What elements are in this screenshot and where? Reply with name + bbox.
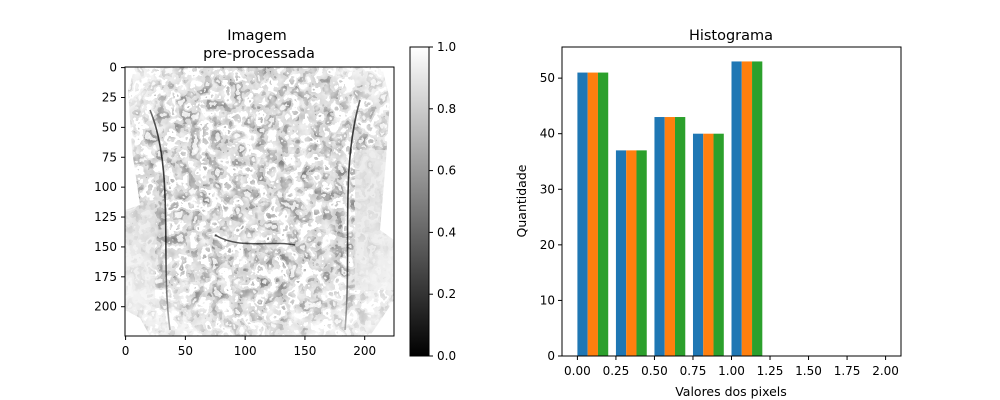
histogram-ytick-label: 30 bbox=[540, 182, 555, 196]
image-title-line1: Imagem bbox=[227, 28, 287, 44]
image-xtick-label: 0 bbox=[122, 344, 130, 358]
colorbar-ticks: 0.0 0.2 0.4 0.6 0.8 1.0 bbox=[429, 40, 456, 363]
histogram-bar bbox=[664, 117, 675, 356]
histogram-xtick-label: 0.75 bbox=[680, 364, 707, 378]
histogram-xtick-label: 1.00 bbox=[718, 364, 745, 378]
image-ytick-label: 125 bbox=[94, 210, 117, 224]
histogram-ytick-label: 50 bbox=[540, 71, 555, 85]
histogram-bar bbox=[587, 72, 598, 356]
image-ytick-label: 200 bbox=[94, 300, 117, 314]
histogram-xtick-label: 0.50 bbox=[641, 364, 668, 378]
colorbar-tick-label: 0.6 bbox=[437, 164, 456, 178]
image-ytick-label: 175 bbox=[94, 270, 117, 284]
image-ytick-label: 50 bbox=[102, 120, 117, 134]
image-ytick-label: 25 bbox=[102, 90, 117, 104]
histogram-axes: 0.00 0.25 0.50 0.75 1.00 1.25 1.50 1.75 2.00 0 10 2… bbox=[540, 71, 899, 378]
histogram-xtick-label: 1.25 bbox=[757, 364, 784, 378]
image-panel: Imagem pre-processada 0 50 100 150 200 0 25 50 7… bbox=[94, 28, 456, 363]
histogram-xtick-label: 1.50 bbox=[795, 364, 822, 378]
image-title-line2: pre-processada bbox=[203, 46, 315, 62]
image-xtick-label: 100 bbox=[234, 344, 257, 358]
histogram-bars bbox=[577, 61, 763, 356]
histogram-bar bbox=[731, 61, 742, 356]
histogram-ytick-label: 0 bbox=[547, 349, 555, 363]
histogram-bar bbox=[692, 133, 704, 356]
colorbar-tick-label: 0.4 bbox=[437, 225, 456, 239]
image-ytick-label: 150 bbox=[94, 240, 117, 254]
histogram-bar bbox=[752, 61, 763, 356]
histogram-xlabel: Valores dos pixels bbox=[675, 384, 787, 399]
colorbar-tick-label: 0.8 bbox=[437, 102, 456, 116]
histogram-ytick-label: 10 bbox=[540, 293, 555, 307]
image-xtick-label: 50 bbox=[178, 344, 193, 358]
histogram-bar bbox=[703, 133, 714, 356]
colorbar: 0.0 0.2 0.4 0.6 0.8 1.0 bbox=[409, 40, 456, 363]
histogram-bar bbox=[636, 150, 647, 356]
image-axes: 0 50 100 150 200 0 25 50 75 100 125 150 175 200 bbox=[94, 61, 376, 358]
colorbar-tick-label: 1.0 bbox=[437, 40, 456, 54]
histogram-xtick-label: 2.00 bbox=[872, 364, 899, 378]
histogram-bar bbox=[675, 117, 686, 356]
image-xtick-label: 150 bbox=[293, 344, 316, 358]
histogram-xtick-label: 1.75 bbox=[834, 364, 861, 378]
histogram-bar bbox=[615, 150, 627, 356]
histogram-bar bbox=[741, 61, 753, 356]
colorbar-gradient bbox=[409, 46, 430, 357]
histogram-bar bbox=[577, 72, 588, 356]
image-ytick-label: 100 bbox=[94, 180, 117, 194]
image-ytick-label: 75 bbox=[102, 150, 117, 164]
histogram-ylabel: Quantidade bbox=[514, 164, 529, 237]
processed-image bbox=[124, 66, 395, 337]
histogram-bar bbox=[626, 150, 637, 356]
histogram-bar bbox=[597, 72, 609, 356]
histogram-panel: Histograma 0.00 0.25 0.50 0.75 1.00 1.25 1.50 1… bbox=[514, 28, 902, 399]
histogram-bar bbox=[713, 133, 724, 356]
colorbar-tick-label: 0.0 bbox=[437, 349, 456, 363]
histogram-ytick-label: 20 bbox=[540, 238, 555, 252]
histogram-title: Histograma bbox=[689, 28, 773, 44]
image-ytick-label: 0 bbox=[109, 61, 117, 75]
colorbar-tick-label: 0.2 bbox=[437, 287, 456, 301]
image-xtick-label: 200 bbox=[353, 344, 376, 358]
histogram-ytick-label: 40 bbox=[540, 127, 555, 141]
histogram-xtick-label: 0.00 bbox=[564, 364, 591, 378]
histogram-bar bbox=[654, 117, 665, 356]
histogram-xtick-label: 0.25 bbox=[603, 364, 630, 378]
